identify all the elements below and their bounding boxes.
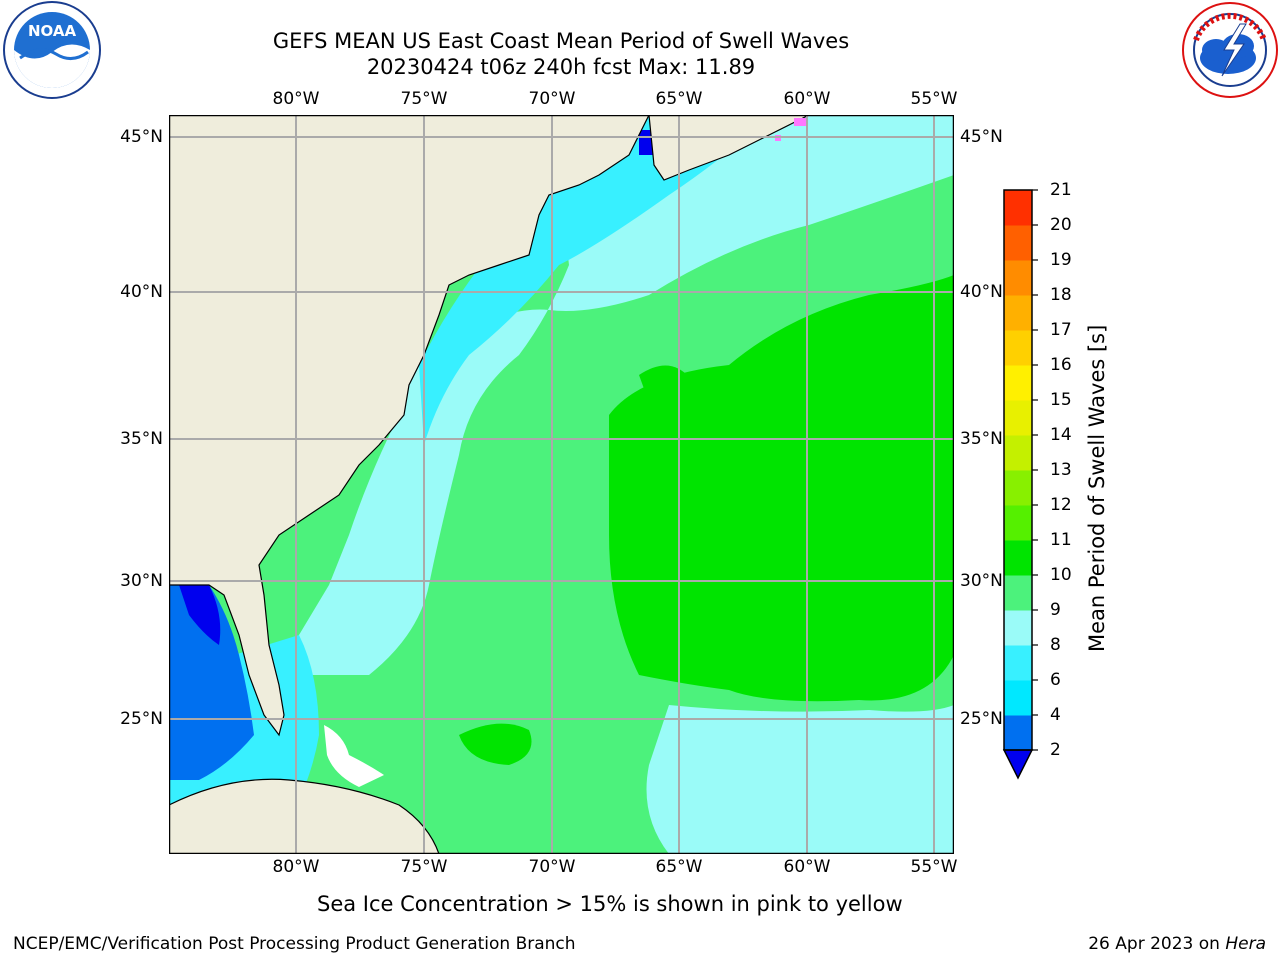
colorbar-tick-label: 6 xyxy=(1050,670,1061,690)
colorbar-segment xyxy=(1004,610,1032,646)
colorbar-tick-label: 20 xyxy=(1050,215,1072,235)
colorbar-tick-label: 16 xyxy=(1050,355,1072,375)
swell-period-map xyxy=(168,114,955,855)
lat-label-right: 30°N xyxy=(960,571,1003,591)
colorbar-tick-label: 19 xyxy=(1050,250,1072,270)
colorbar-segment xyxy=(1004,715,1032,751)
ocean-10-11s xyxy=(639,365,689,398)
map-panel xyxy=(168,114,955,855)
lon-label-top: 80°W xyxy=(272,89,320,109)
ocean-6-8s xyxy=(419,115,769,445)
lon-label-bottom: 55°W xyxy=(910,857,958,877)
colorbar-segment xyxy=(1004,505,1032,541)
ocean-10-11s xyxy=(459,723,532,765)
colorbar-tick-label: 13 xyxy=(1050,460,1072,480)
lat-label-right: 40°N xyxy=(960,282,1003,302)
ocean-10-11s xyxy=(609,275,954,702)
colorbar-segment xyxy=(1004,330,1032,366)
lon-label-top: 55°W xyxy=(910,89,958,109)
colorbar-tick-label: 18 xyxy=(1050,285,1072,305)
lon-label-bottom: 65°W xyxy=(655,857,703,877)
colorbar-segment xyxy=(1004,225,1032,261)
lat-label-right: 35°N xyxy=(960,429,1003,449)
sea-ice-marker xyxy=(794,118,806,126)
lon-label-bottom: 60°W xyxy=(783,857,831,877)
colorbar-segment xyxy=(1004,470,1032,506)
colorbar xyxy=(1000,186,1040,786)
lat-label-right: 45°N xyxy=(960,127,1003,147)
footer-left: NCEP/EMC/Verification Post Processing Pr… xyxy=(13,934,576,954)
lat-label-right: 25°N xyxy=(960,709,1003,729)
colorbar-tick-label: 11 xyxy=(1050,530,1072,550)
lat-label-left: 45°N xyxy=(120,127,163,147)
colorbar-under-arrow xyxy=(1002,749,1034,780)
colorbar-label: Mean Period of Swell Waves [s] xyxy=(1085,324,1109,652)
colorbar-segment xyxy=(1004,295,1032,331)
colorbar-segment xyxy=(1004,680,1032,716)
lon-label-top: 60°W xyxy=(783,89,831,109)
land-cuba xyxy=(169,778,440,854)
lat-label-left: 35°N xyxy=(120,429,163,449)
colorbar-tick-label: 2 xyxy=(1050,740,1061,760)
ocean-8-9s xyxy=(646,705,954,854)
colorbar-segment xyxy=(1004,400,1032,436)
colorbar-tick-label: 14 xyxy=(1050,425,1072,445)
footer-date: 26 Apr 2023 on xyxy=(1088,934,1226,954)
colorbar-tick-label: 10 xyxy=(1050,565,1072,585)
lat-label-left: 40°N xyxy=(120,282,163,302)
footer-host: Hera xyxy=(1225,934,1266,954)
colorbar-segment xyxy=(1004,365,1032,401)
colorbar-segment xyxy=(1004,260,1032,296)
sea-ice-caption: Sea Ice Concentration > 15% is shown in … xyxy=(317,892,903,916)
colorbar-ticks: 2 4 6 8 9 10 11 12 13 14 15 16 17 18 19 20 21 xyxy=(1050,180,1090,786)
noaa-logo: NOAA xyxy=(0,0,104,100)
lon-label-bottom: 70°W xyxy=(528,857,576,877)
lon-label-bottom: 80°W xyxy=(272,857,320,877)
colorbar-svg xyxy=(1002,189,1038,780)
ocean-lt-4s xyxy=(169,585,254,780)
lat-label-left: 25°N xyxy=(120,709,163,729)
colorbar-tick-label: 21 xyxy=(1050,180,1072,200)
chart-title-line1: GEFS MEAN US East Coast Mean Period of S… xyxy=(272,29,850,53)
bahamas-no-data xyxy=(324,725,384,787)
nws-logo xyxy=(1178,0,1280,100)
lon-label-bottom: 75°W xyxy=(400,857,448,877)
ocean-2s xyxy=(179,585,221,645)
lon-label-top: 75°W xyxy=(400,89,448,109)
colorbar-tick-label: 9 xyxy=(1050,600,1061,620)
colorbar-tick-label: 4 xyxy=(1050,705,1061,725)
footer-right: 26 Apr 2023 on Hera xyxy=(1088,934,1266,954)
lon-label-top: 70°W xyxy=(528,89,576,109)
colorbar-segment xyxy=(1004,190,1032,226)
colorbar-tick-label: 17 xyxy=(1050,320,1072,340)
chart-title-line2: 20230424 t06z 240h fcst Max: 11.89 xyxy=(366,55,756,79)
lat-label-left: 30°N xyxy=(120,571,163,591)
colorbar-tick-label: 15 xyxy=(1050,390,1072,410)
land-us xyxy=(169,115,650,737)
colorbar-tick-label: 12 xyxy=(1050,495,1072,515)
colorbar-segment xyxy=(1004,575,1032,611)
lon-label-top: 65°W xyxy=(655,89,703,109)
grid-lines xyxy=(169,115,954,854)
colorbar-tick-label: 8 xyxy=(1050,635,1061,655)
colorbar-segment xyxy=(1004,645,1032,681)
colorbar-segment xyxy=(1004,540,1032,576)
map-frame xyxy=(168,114,955,855)
noaa-logo-text: NOAA xyxy=(28,22,77,40)
colorbar-segment xyxy=(1004,435,1032,471)
